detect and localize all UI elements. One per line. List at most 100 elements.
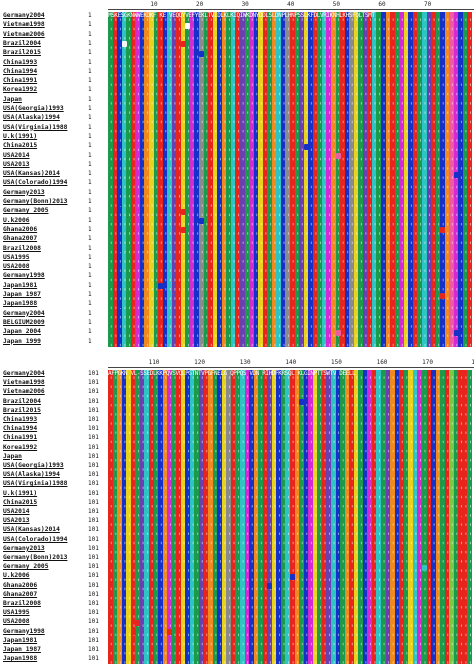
- sequence-name: USA(Georgia)1993: [3, 105, 64, 112]
- sequence-start-position: 1: [88, 216, 92, 224]
- sequence-name: USA(Colorado)1994: [3, 179, 68, 187]
- variant-residue-mark: [458, 509, 464, 516]
- sequence-start-position: 1: [88, 309, 92, 317]
- sequence-name: Germany 2005: [3, 563, 49, 571]
- alignment-panel-1: 10 20 30 40 50 60 70 MSKESGKNWWEKDKF KE VEQQYV…: [3, 0, 474, 347]
- sequence-name: U.k2006: [3, 572, 30, 580]
- sequence-name: Japan: [3, 452, 22, 460]
- sequence-start-position: 1: [88, 179, 92, 187]
- variant-residue-mark: [303, 143, 309, 150]
- sequence-start-position: 1: [88, 244, 92, 252]
- alignment-block-1: MSKESGKNWWEKDKF KE VEQQYVEFYEKLTVIDLKLKI…: [108, 12, 474, 347]
- sequence-name: Japan: [3, 95, 22, 103]
- sequence-name: Ghana2006: [3, 581, 38, 589]
- variant-residue-mark: [180, 41, 186, 48]
- sequence-name: USA1995: [3, 609, 30, 617]
- sequence-start-position: 101: [88, 517, 99, 525]
- sequence-name: Vietnam1998: [3, 21, 45, 29]
- sequence-start-position: 101: [88, 600, 99, 607]
- variant-residue-mark: [117, 41, 123, 48]
- variant-residue-mark: [199, 50, 204, 57]
- sequence-name: USA1995: [3, 253, 30, 261]
- sequence-start-position: 101: [88, 618, 99, 626]
- sequence-name: USA(Colorado)1994: [3, 535, 68, 543]
- sequence-name: USA(Kansas)2014: [3, 170, 60, 178]
- sequence-name: USA(Georgia)1993: [3, 462, 64, 469]
- sequence-start-position: 1: [88, 291, 92, 298]
- sequence-start-position: 101: [88, 572, 99, 580]
- sequence-start-position: 1: [88, 198, 92, 205]
- sequence-start-position: 101: [88, 590, 99, 598]
- sequence-start-position: 101: [88, 609, 99, 617]
- sequence-start-position: 101: [88, 563, 99, 571]
- sequence-start-position: 1: [88, 272, 92, 280]
- variant-residue-mark: [117, 199, 123, 206]
- sequence-name: Vietnam1998: [3, 379, 45, 387]
- sequence-start-position: 101: [88, 471, 99, 479]
- sequence-name: Brazil2015: [3, 406, 41, 414]
- variant-residue-mark: [121, 41, 127, 48]
- sequence-start-position: 101: [88, 452, 99, 460]
- variant-residue-mark: [335, 153, 341, 159]
- sequence-start-position: 101: [88, 397, 99, 405]
- sequence-start-position: 101: [88, 379, 99, 387]
- ruler-tick: 60: [378, 1, 386, 8]
- sequence-start-position: 1: [88, 105, 92, 112]
- sequence-start-position: 1: [88, 235, 92, 243]
- alignment-panel-2: 110 120 130 140 150 160 170 1 AFPGKN VL-SSEDLKK…: [0, 358, 474, 672]
- sequence-name: BELGIUM2009: [3, 318, 45, 326]
- variant-residue-mark: [117, 301, 123, 308]
- sequence-start-position: 1: [88, 207, 92, 215]
- sequence-start-position: 1: [88, 39, 92, 47]
- variant-residue-mark: [117, 246, 123, 252]
- sequence-name: USA2014: [3, 151, 30, 159]
- ruler-tick: 1: [471, 359, 474, 366]
- identity-dots: [108, 12, 474, 347]
- sequence-name: USA(Alaska)1994: [3, 471, 60, 479]
- sequence-start-position: 1: [88, 58, 92, 66]
- sequence-name: U.k(1991): [3, 489, 38, 497]
- sequence-name: Japan1988: [3, 655, 38, 663]
- sequence-name: Ghana2007: [3, 590, 38, 598]
- ruler-tick: 50: [332, 1, 341, 8]
- position-ruler-2: 110 120 130 140 150 160 170 1: [108, 358, 474, 370]
- sequence-name: China1991: [3, 77, 38, 85]
- sequence-name: Germany1998: [3, 627, 45, 635]
- variant-residue-mark: [267, 583, 273, 590]
- variant-residue-mark: [335, 329, 341, 336]
- sequence-start-position: 101: [88, 425, 99, 433]
- sequence-name: Vietnam2006: [3, 30, 45, 38]
- sequence-name: Brazil2004: [3, 39, 41, 47]
- variant-residue-mark: [453, 171, 459, 178]
- sequence-start-position: 1: [88, 21, 92, 29]
- variant-residue-mark: [421, 564, 427, 571]
- sequence-start-position: 1: [88, 86, 92, 94]
- sequence-name: China2015: [3, 498, 38, 506]
- sequence-start-position: 1: [88, 160, 92, 168]
- sequence-start-position: 101: [88, 535, 99, 543]
- reference-sequence: AFPGKN VL-SSEDLKKPQVSVQLPGTNTVPGFNELG QP…: [108, 370, 356, 377]
- sequence-name: USA2013: [3, 160, 30, 168]
- variant-residue-mark: [180, 227, 186, 234]
- sequence-start-position: 1: [88, 300, 92, 308]
- variant-residue-mark: [440, 292, 446, 299]
- sequence-start-position: 101: [88, 646, 99, 653]
- ruler-tick: 40: [287, 1, 295, 8]
- sequence-start-position: 101: [88, 636, 99, 644]
- sequence-start-position: 1: [88, 281, 92, 289]
- sequence-name: Germany2013: [3, 544, 45, 552]
- sequence-start-position: 101: [88, 581, 99, 589]
- sequence-start-position: 1: [88, 123, 92, 131]
- variant-residue-mark: [167, 629, 173, 636]
- sequence-start-position: 1: [88, 95, 92, 103]
- sequence-start-position: 1: [88, 263, 92, 271]
- sequence-start-position: 101: [88, 443, 99, 451]
- sequence-name: Brazil2015: [3, 49, 41, 57]
- sequence-start-position: 1: [88, 253, 92, 261]
- position-ruler-1: 10 20 30 40 50 60 70: [108, 0, 474, 12]
- sequence-name: China2015: [3, 142, 38, 150]
- variant-residue-mark: [135, 619, 141, 626]
- variant-residue-mark: [199, 218, 204, 225]
- sequence-start-position: 101: [88, 554, 99, 561]
- sequence-start-position: 101: [88, 416, 99, 423]
